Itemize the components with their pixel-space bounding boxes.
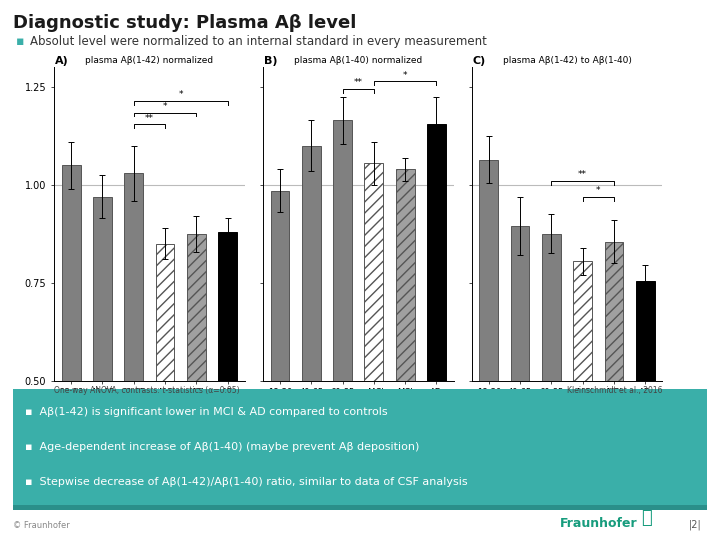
Text: ▪  Age-dependent increase of Aβ(1-40) (maybe prevent Aβ deposition): ▪ Age-dependent increase of Aβ(1-40) (ma… [25,442,420,452]
Text: Absolut level were normalized to an internal standard in every measurement: Absolut level were normalized to an inte… [30,35,487,48]
Bar [302,146,320,540]
Text: 14: 14 [191,409,202,418]
Text: **: ** [354,78,363,87]
Text: **: ** [578,171,587,179]
Bar [480,159,498,540]
Text: 19: 19 [275,409,285,418]
Text: 15: 15 [222,409,233,418]
Bar [125,173,143,540]
Text: 14: 14 [369,409,379,418]
Text: ▪  Aβ(1-42) is significant lower in MCI & AD compared to controls: ▪ Aβ(1-42) is significant lower in MCI &… [25,407,388,417]
Text: *: * [163,102,167,111]
Text: C): C) [472,57,486,66]
Bar [93,197,112,540]
Text: 13: 13 [515,409,526,418]
Text: 15: 15 [431,409,441,418]
Title: plasma Aβ(1-40) normalized: plasma Aβ(1-40) normalized [294,56,423,65]
Text: 13: 13 [306,409,317,418]
Text: *: * [179,90,183,99]
Text: ▪: ▪ [16,35,24,48]
Text: 19: 19 [484,409,494,418]
Text: 19: 19 [66,409,76,418]
Title: plasma Aβ(1-42) normalized: plasma Aβ(1-42) normalized [86,56,213,65]
Text: 14: 14 [577,409,588,418]
Bar [62,165,81,540]
Bar [573,261,592,540]
Text: 14: 14 [608,409,619,418]
Bar [605,242,624,540]
Bar [364,164,383,540]
Text: **: ** [145,114,154,123]
Text: 19: 19 [546,409,557,418]
Text: *: * [596,186,600,195]
Text: 19: 19 [337,409,348,418]
Text: 14: 14 [160,409,171,418]
Text: ▪  Stepwise decrease of Aβ(1-42)/Aβ(1-40) ratio, similar to data of CSF analysis: ▪ Stepwise decrease of Aβ(1-42)/Aβ(1-40)… [25,477,468,487]
Bar [156,244,174,540]
Text: 13: 13 [97,409,108,418]
Text: © Fraunhofer: © Fraunhofer [13,521,70,530]
Text: |2|: |2| [689,520,702,530]
Text: 19: 19 [128,409,139,418]
Text: Fraunhofer: Fraunhofer [559,517,637,530]
Text: *: * [403,71,408,79]
Text: Kleinschmidt et al., 2016: Kleinschmidt et al., 2016 [567,386,662,395]
Title: plasma Aβ(1-42) to Aβ(1-40): plasma Aβ(1-42) to Aβ(1-40) [503,56,631,65]
Bar [333,120,352,540]
Bar [218,232,237,540]
Text: 15: 15 [640,409,650,418]
Text: One-way ANOVA, contrasts: t-statistics (α=0.05): One-way ANOVA, contrasts: t-statistics (… [54,386,240,395]
Text: N–: N– [263,409,274,418]
Bar [271,191,289,540]
Bar [510,226,529,540]
Text: ⧉: ⧉ [641,509,652,526]
Text: A): A) [55,57,68,66]
Text: Diagnostic study: Plasma Aβ level: Diagnostic study: Plasma Aβ level [13,14,356,31]
Bar [542,234,561,540]
Bar [636,281,654,540]
Bar [427,124,446,540]
Text: B): B) [264,57,277,66]
Text: 14: 14 [400,409,410,418]
Bar [187,234,206,540]
Text: N–: N– [54,409,65,418]
Bar [396,169,415,540]
Text: N–: N– [472,409,482,418]
